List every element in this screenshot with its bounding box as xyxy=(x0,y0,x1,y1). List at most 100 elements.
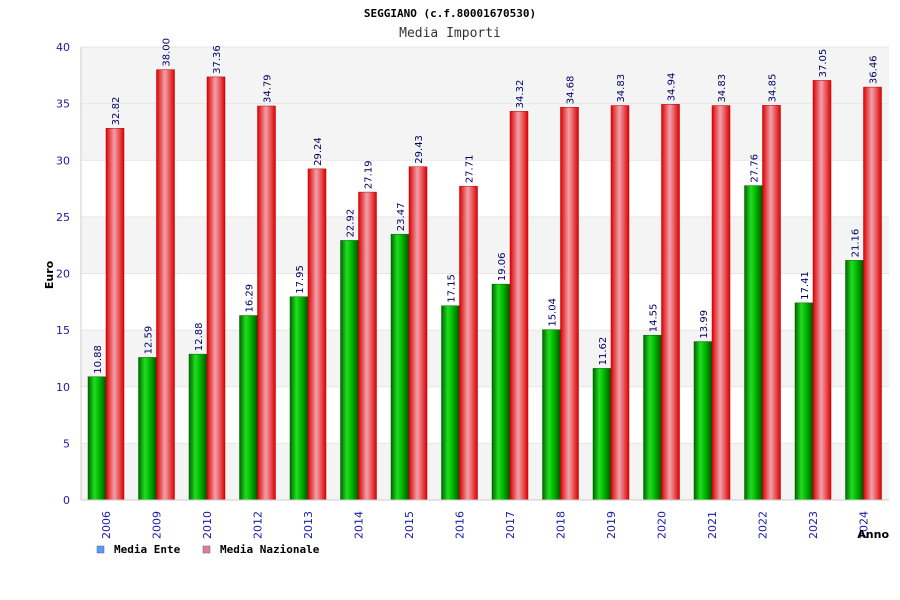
data-label-media-nazionale-2023: 37.05 xyxy=(818,49,829,78)
y-tick-label: 35 xyxy=(56,98,70,111)
legend-swatch-media-nazionale xyxy=(202,545,211,554)
bar-media-nazionale-2019 xyxy=(610,105,630,501)
x-tick-label-2006: 2006 xyxy=(100,511,113,539)
legend-label-media-ente: Media Ente xyxy=(114,543,181,556)
y-axis-ticks: 0 5 10 15 20 25 30 35 40 xyxy=(56,41,70,507)
data-label-media-ente-2019: 11.62 xyxy=(598,337,609,366)
data-label-media-ente-2009: 12.59 xyxy=(144,326,155,355)
data-label-media-nazionale-2017: 34.32 xyxy=(515,80,526,109)
data-label-media-ente-2016: 17.15 xyxy=(447,274,458,303)
bar-media-nazionale-2006 xyxy=(105,128,125,501)
y-tick-label: 15 xyxy=(56,324,70,337)
bars xyxy=(87,69,882,501)
data-label-media-nazionale-2014: 27.19 xyxy=(364,160,375,189)
data-label-media-nazionale-2010: 37.36 xyxy=(212,45,223,74)
bar-media-nazionale-2022 xyxy=(762,105,781,501)
bar-media-nazionale-2024 xyxy=(863,86,882,501)
bar-media-nazionale-2016 xyxy=(459,185,478,501)
data-label-media-ente-2010: 12.88 xyxy=(194,322,205,351)
x-tick-label-2023: 2023 xyxy=(807,511,820,539)
data-label-media-ente-2012: 16.29 xyxy=(245,284,256,313)
y-axis-label: Euro xyxy=(43,260,56,289)
bar-media-nazionale-2014 xyxy=(358,191,377,501)
bar-media-nazionale-2023 xyxy=(812,80,832,501)
bar-media-ente-2024 xyxy=(845,260,864,501)
bar-media-ente-2006 xyxy=(87,376,107,501)
y-tick-label: 5 xyxy=(63,437,70,450)
x-tick-label-2013: 2013 xyxy=(302,511,315,539)
data-label-media-nazionale-2021: 34.83 xyxy=(717,74,728,103)
x-tick-label-2015: 2015 xyxy=(403,511,416,539)
bar-media-ente-2018 xyxy=(542,329,561,501)
data-label-media-nazionale-2013: 29.24 xyxy=(313,137,324,166)
bar-media-ente-2020 xyxy=(643,334,662,501)
data-label-media-nazionale-2018: 34.68 xyxy=(566,76,577,105)
legend-swatch-media-ente xyxy=(96,545,105,554)
x-tick-label-2016: 2016 xyxy=(454,511,467,539)
x-tick-label-2019: 2019 xyxy=(605,511,618,539)
x-tick-label-2022: 2022 xyxy=(757,511,770,539)
data-label-media-ente-2024: 21.16 xyxy=(851,229,862,258)
bar-media-nazionale-2015 xyxy=(408,166,428,501)
data-label-media-ente-2014: 22.92 xyxy=(346,209,357,238)
y-tick-label: 20 xyxy=(56,268,70,281)
bar-media-ente-2023 xyxy=(794,302,814,501)
bar-media-ente-2014 xyxy=(340,240,359,501)
data-label-media-ente-2006: 10.88 xyxy=(93,345,104,374)
data-label-media-nazionale-2022: 34.85 xyxy=(768,74,779,103)
x-tick-label-2018: 2018 xyxy=(555,511,568,539)
data-label-media-ente-2018: 15.04 xyxy=(548,298,559,327)
bar-media-ente-2021 xyxy=(693,341,713,501)
data-label-media-nazionale-2009: 38.00 xyxy=(162,38,173,67)
legend: Media Ente Media Nazionale xyxy=(96,543,320,556)
data-label-media-nazionale-2019: 34.83 xyxy=(616,74,627,103)
data-label-media-ente-2023: 17.41 xyxy=(800,271,811,300)
bar-media-nazionale-2021 xyxy=(711,105,731,501)
bar-media-ente-2017 xyxy=(491,283,511,501)
y-tick-label: 30 xyxy=(56,154,70,167)
bar-media-nazionale-2010 xyxy=(206,76,226,501)
data-labels: 10.88 32.82 12.59 38.00 12.88 37.36 16.29 34.79… xyxy=(93,38,880,374)
x-tick-label-2024: 2024 xyxy=(858,511,871,539)
chart-title: SEGGIANO (c.f.80001670530) xyxy=(364,7,536,20)
y-tick-label: 25 xyxy=(56,211,70,224)
bar-media-nazionale-2013 xyxy=(307,168,327,501)
bar-media-ente-2012 xyxy=(239,315,258,501)
x-tick-label-2021: 2021 xyxy=(706,511,719,539)
x-tick-label-2017: 2017 xyxy=(504,511,517,539)
data-label-media-nazionale-2024: 36.46 xyxy=(869,55,880,84)
bar-media-nazionale-2012 xyxy=(257,105,276,501)
x-tick-label-2014: 2014 xyxy=(353,511,366,539)
bar-media-nazionale-2020 xyxy=(661,104,680,501)
x-tick-label-2012: 2012 xyxy=(252,511,265,539)
data-label-media-ente-2017: 19.06 xyxy=(497,253,508,282)
y-tick-label: 0 xyxy=(63,494,70,507)
x-tick-label-2009: 2009 xyxy=(151,511,164,539)
data-label-media-nazionale-2006: 32.82 xyxy=(111,97,122,126)
x-axis-label: Anno xyxy=(857,528,889,541)
data-label-media-ente-2015: 23.47 xyxy=(396,203,407,232)
bar-media-nazionale-2017 xyxy=(509,111,529,501)
data-label-media-ente-2021: 13.99 xyxy=(699,310,710,339)
bar-media-ente-2022 xyxy=(744,185,763,501)
bar-media-nazionale-2018 xyxy=(560,106,579,501)
legend-label-media-nazionale: Media Nazionale xyxy=(220,543,320,556)
chart-subtitle: Media Importi xyxy=(399,26,501,41)
data-label-media-nazionale-2016: 27.71 xyxy=(465,155,476,184)
y-tick-label: 10 xyxy=(56,381,70,394)
data-label-media-ente-2020: 14.55 xyxy=(649,304,660,333)
y-tick-label: 40 xyxy=(56,41,70,54)
bar-media-ente-2019 xyxy=(592,368,612,501)
bar-media-ente-2013 xyxy=(289,296,309,501)
data-label-media-nazionale-2012: 34.79 xyxy=(263,74,274,103)
bar-media-ente-2010 xyxy=(188,353,208,501)
x-tick-label-2020: 2020 xyxy=(656,511,669,539)
data-label-media-nazionale-2020: 34.94 xyxy=(667,73,678,102)
data-label-media-nazionale-2015: 29.43 xyxy=(414,135,425,164)
bar-media-nazionale-2009 xyxy=(156,69,175,501)
bar-media-ente-2016 xyxy=(441,305,460,501)
bar-media-ente-2015 xyxy=(390,233,410,501)
x-axis-ticks: 2006 2009 2010 2012 2013 2014 2015 2016 2017 2018… xyxy=(100,511,871,539)
bar-media-ente-2009 xyxy=(138,357,157,501)
